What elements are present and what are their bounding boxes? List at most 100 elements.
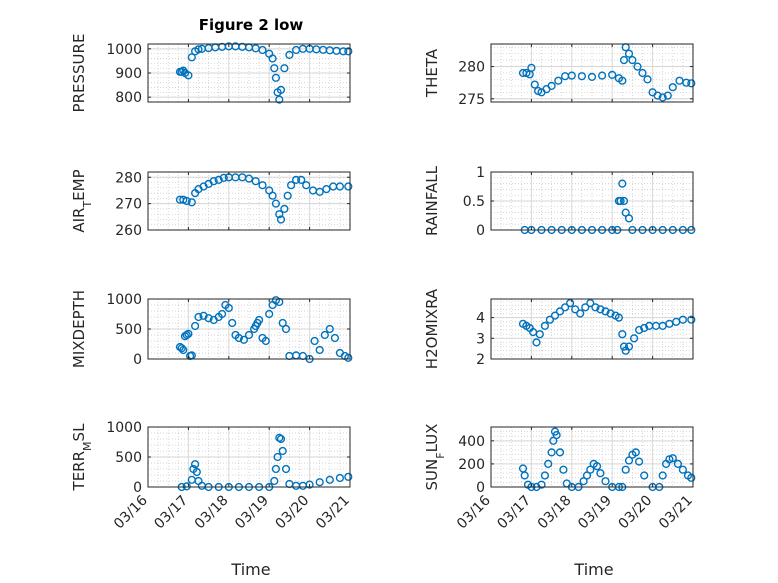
data-point — [616, 196, 625, 206]
data-point — [618, 76, 627, 85]
series-markers — [175, 173, 353, 224]
y-tick-label: 0 — [476, 223, 485, 239]
data-point — [520, 471, 529, 480]
data-point — [224, 303, 233, 313]
data-point — [624, 49, 634, 58]
y-tick-label: 0 — [133, 352, 142, 368]
y-axis-label: TERRMSL — [70, 423, 94, 492]
data-point — [540, 471, 550, 480]
y-tick-label: 3 — [476, 331, 485, 347]
data-point — [278, 318, 287, 328]
data-point — [678, 465, 688, 474]
y-axis-label: SUNFLUX — [423, 424, 447, 491]
data-point — [275, 210, 284, 219]
plot-area — [148, 172, 350, 230]
data-point — [643, 75, 652, 84]
axes-box — [490, 426, 694, 488]
data-point — [640, 471, 649, 480]
data-point — [273, 452, 282, 462]
data-point — [194, 312, 203, 322]
y-tick-label: 800 — [115, 90, 142, 106]
data-point — [325, 475, 334, 484]
data-point — [547, 448, 556, 457]
y-tick-label: 4 — [476, 311, 485, 327]
subplot-h2omixra: 2 3 4 H2OMIXRA — [423, 288, 696, 369]
data-point — [668, 83, 677, 92]
data-point — [638, 68, 647, 78]
y-tick-label: 270 — [115, 197, 142, 213]
data-point — [596, 305, 605, 314]
data-point — [559, 465, 568, 474]
y-axis-label: THETA — [423, 48, 441, 98]
y-tick-label: 1000 — [106, 42, 142, 58]
y-axis-label: MIXDEPTH — [70, 290, 88, 368]
data-point — [344, 353, 353, 362]
data-point — [335, 473, 345, 483]
data-point — [251, 177, 260, 186]
data-point — [668, 454, 677, 463]
y-axis-label: PRESSURE — [70, 34, 88, 113]
data-point — [554, 76, 563, 85]
y-tick-label: 0 — [133, 480, 142, 496]
subplot-rainfall: 0 0.5 1 RAINFALL — [423, 165, 696, 239]
data-point — [271, 464, 281, 474]
data-point — [547, 81, 556, 91]
data-point — [292, 175, 301, 185]
data-point — [628, 55, 637, 65]
data-point — [219, 173, 228, 182]
y-axis-label: AIRTEMP — [70, 169, 94, 232]
data-point — [182, 482, 191, 491]
axes-box — [147, 171, 351, 231]
data-point — [270, 476, 279, 486]
data-point — [310, 336, 319, 346]
data-point — [619, 342, 629, 351]
data-point — [270, 64, 279, 73]
data-point — [565, 299, 575, 308]
data-point — [537, 480, 546, 489]
subplot-theta: 275 280 THETA — [423, 43, 696, 108]
y-tick-label: 400 — [458, 434, 485, 450]
data-point — [179, 345, 188, 355]
data-point — [271, 73, 281, 82]
data-point — [344, 472, 353, 481]
minor-grid — [148, 172, 350, 230]
y-tick-label: 0.5 — [463, 194, 485, 210]
y-tick-label: 280 — [458, 60, 485, 76]
data-point — [280, 204, 289, 214]
data-point — [315, 478, 324, 487]
data-point — [560, 303, 570, 312]
data-point — [258, 181, 267, 190]
data-point — [629, 334, 639, 343]
data-point — [280, 64, 289, 73]
data-point — [218, 309, 227, 319]
data-point — [555, 307, 565, 316]
data-point — [591, 303, 600, 312]
data-point — [687, 473, 696, 482]
data-point — [550, 311, 560, 320]
data-point — [191, 460, 200, 469]
y-tick-label: 1000 — [106, 292, 142, 308]
data-point — [535, 330, 544, 339]
data-point — [335, 182, 345, 191]
data-point — [228, 318, 237, 328]
data-point — [283, 191, 292, 200]
data-point — [687, 79, 696, 88]
data-point — [581, 303, 590, 312]
data-point — [305, 480, 314, 489]
data-point — [663, 91, 672, 100]
data-point — [315, 187, 324, 196]
data-point — [182, 196, 191, 206]
data-point — [673, 459, 683, 469]
data-point — [618, 179, 627, 188]
data-point — [586, 299, 595, 308]
subplot-air-temp: 260 270 280 AIRTEMP — [70, 169, 353, 239]
data-point — [239, 335, 249, 344]
data-point — [608, 70, 617, 80]
data-point — [278, 446, 287, 456]
data-point — [184, 329, 193, 338]
data-point — [631, 448, 640, 457]
x-axis-label-right: Time — [573, 560, 613, 579]
data-point — [633, 62, 642, 71]
data-point — [576, 309, 585, 318]
